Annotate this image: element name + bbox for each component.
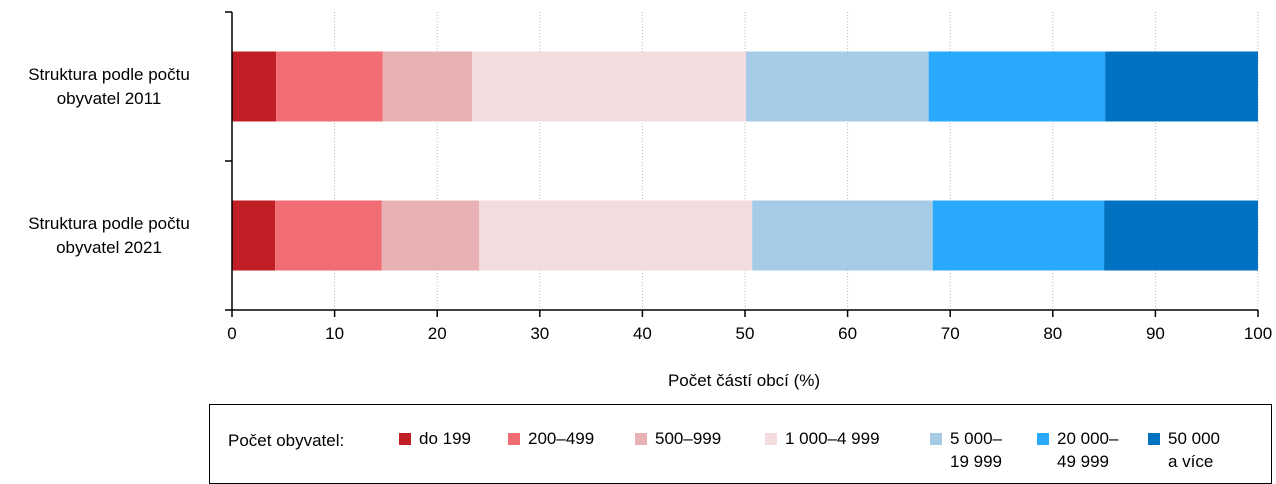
- x-tick-label-20: 20: [428, 324, 447, 343]
- bar-1-5: [932, 200, 1105, 271]
- bar-1-6: [1104, 200, 1258, 271]
- bar-0-2: [382, 51, 473, 122]
- x-tick-label-40: 40: [633, 324, 652, 343]
- bar-1-4: [752, 200, 933, 271]
- x-tick-label-10: 10: [325, 324, 344, 343]
- x-tick-label-100: 100: [1244, 324, 1272, 343]
- bar-0-1: [276, 51, 383, 122]
- legend-label-1: 200–499: [528, 429, 595, 448]
- legend-swatch-6: [1148, 433, 1160, 445]
- legend-swatch-0: [399, 433, 411, 445]
- legend-swatch-4: [930, 433, 942, 445]
- legend-swatch-1: [508, 433, 520, 445]
- legend-title: Počet obyvatel:: [228, 431, 345, 450]
- tick-labels: 0 10 20 30 40 50 60 70 80 90 100: [227, 324, 1272, 343]
- legend: Počet obyvatel: do 199 200–499 500–999 1 00…: [209, 404, 1272, 484]
- bar-0-6: [1105, 51, 1258, 122]
- bars: [232, 51, 1258, 271]
- legend-swatch-5: [1037, 433, 1049, 445]
- x-tick-label-50: 50: [736, 324, 755, 343]
- bar-0-5: [928, 51, 1106, 122]
- legend-label-3: 1 000–4 999: [785, 429, 880, 448]
- bar-1-3: [479, 200, 753, 271]
- x-tick-label-80: 80: [1043, 324, 1062, 343]
- legend-label-4: 5 000– 19 999: [950, 429, 1002, 471]
- legend-label-0: do 199: [419, 429, 471, 448]
- x-tick-label-30: 30: [530, 324, 549, 343]
- bar-1-1: [275, 200, 382, 271]
- legend-swatch-2: [635, 433, 647, 445]
- category-label-1: Struktura podle počtu obyvatel 2021: [28, 213, 190, 257]
- x-tick-label-0: 0: [227, 324, 236, 343]
- x-tick-label-70: 70: [941, 324, 960, 343]
- legend-label-6: 50 000 a více: [1168, 429, 1220, 471]
- legend-label-2: 500–999: [655, 429, 722, 448]
- bar-0-0: [232, 51, 277, 122]
- x-axis-label: Počet částí obcí (%): [668, 371, 820, 390]
- bar-1-2: [381, 200, 480, 271]
- bar-0-3: [472, 51, 747, 122]
- bar-0-4: [746, 51, 929, 122]
- legend-label-5: 20 000– 49 999: [1057, 429, 1119, 471]
- category-label-0: Struktura podle počtu obyvatel 2011: [28, 64, 190, 108]
- axes: [225, 11, 1259, 317]
- bar-1-0: [232, 200, 276, 271]
- legend-swatch-3: [765, 433, 777, 445]
- x-tick-label-60: 60: [838, 324, 857, 343]
- chart: 0 10 20 30 40 50 60 70 80 90 100 Počet částí obcí …: [225, 11, 1272, 390]
- x-tick-label-90: 90: [1146, 324, 1165, 343]
